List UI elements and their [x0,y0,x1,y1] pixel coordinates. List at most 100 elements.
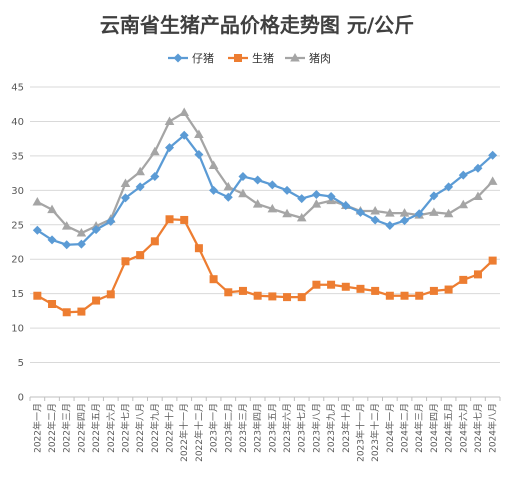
data-point [135,182,145,192]
legend-item: 猪肉 [285,52,331,65]
data-point [121,257,130,266]
data-point [62,240,72,250]
data-point [311,199,322,208]
x-tick-label: 2024年四月 [428,403,440,453]
data-point [415,291,424,300]
x-tick-label: 2023年十一月 [354,403,366,462]
data-point [164,116,175,125]
chart-title: 云南省生猪产品价格走势图 元/公斤 [100,13,414,37]
legend: 仔猪 生猪 猪肉 [168,51,331,65]
data-point [150,172,160,182]
data-point [429,207,439,216]
data-point [120,193,130,203]
x-tick-label: 2022年八月 [134,403,146,453]
data-point [238,188,248,198]
data-point [282,208,292,218]
data-point [473,191,483,201]
x-tick-label: 2022年四月 [75,403,87,453]
data-point [238,286,247,295]
data-point [194,129,204,139]
x-tick-label: 2024年一月 [384,403,396,453]
y-tick-label: 45 [11,83,24,94]
data-point [488,256,497,265]
data-point [32,197,43,206]
data-point [429,191,439,201]
series-猪肉 [32,107,498,237]
series-生猪 [33,215,497,317]
data-point [327,280,336,289]
data-point [458,199,469,209]
data-point [165,215,174,224]
x-tick-label: 2023年十月 [340,403,352,453]
data-point [283,293,292,302]
data-point [488,150,498,160]
y-tick-label: 0 [18,393,24,404]
data-point [444,285,453,294]
y-tick-label: 25 [11,220,24,231]
gridlines [30,86,500,364]
data-point [47,204,57,214]
data-point [312,280,321,289]
data-point [223,192,233,202]
x-tick-label: 2024年八月 [487,403,499,453]
data-point [385,208,395,217]
series-仔猪 [32,130,498,250]
x-tick-label: 2024年三月 [413,403,425,453]
x-tick-label: 2023年十二月 [369,403,381,462]
x-tick-label: 2023年五月 [266,403,278,453]
data-point [194,244,203,253]
data-point [400,291,409,300]
data-point [399,208,410,217]
data-point [253,175,263,185]
data-point [33,291,42,300]
data-point [297,194,307,204]
data-point [209,275,218,284]
data-point [443,208,454,218]
data-point [194,150,204,160]
data-point [223,181,234,191]
y-tick-label: 40 [11,117,24,128]
data-point [180,215,189,224]
data-point [76,239,86,249]
data-point [429,286,438,295]
data-point [238,172,248,182]
data-point [106,290,115,299]
x-tick-label: 2022年一月 [31,403,43,453]
x-tick-label: 2023年二月 [222,403,234,453]
x-tick-label: 2022年十月 [164,403,176,453]
data-point [282,185,292,195]
x-axis-ticks: 2022年一月 2022年二月 2022年三月 2022年四月 2022年五月 2022年… [31,403,498,462]
y-tick-label: 35 [11,151,24,162]
data-point [165,143,175,153]
data-point [150,237,159,246]
data-point [459,275,468,284]
data-point [77,307,86,316]
data-point [61,221,72,230]
data-point [48,300,57,308]
x-tick-label: 2023年六月 [281,403,293,453]
data-point [444,182,454,192]
data-point [341,200,351,210]
data-point [209,185,219,195]
data-point [47,235,57,245]
series-group [32,107,498,317]
series-line [36,218,494,314]
x-tick-label: 2022年五月 [90,403,102,453]
data-point [355,207,365,217]
x-tick-label: 2024年七月 [472,403,484,453]
data-point [267,180,277,190]
data-point [297,293,306,302]
data-point [179,130,189,140]
x-tick-label: 2022年九月 [149,403,161,453]
data-point [253,291,262,300]
x-tick-label: 2022年七月 [119,403,131,453]
x-tick-label: 2024年二月 [399,403,411,453]
legend-label: 生猪 [252,51,274,65]
data-point [311,189,321,199]
series-line [36,111,494,235]
data-point [76,228,87,237]
x-tick-label: 2023年三月 [237,403,249,453]
legend-label: 猪肉 [309,52,331,65]
data-point [370,215,380,225]
